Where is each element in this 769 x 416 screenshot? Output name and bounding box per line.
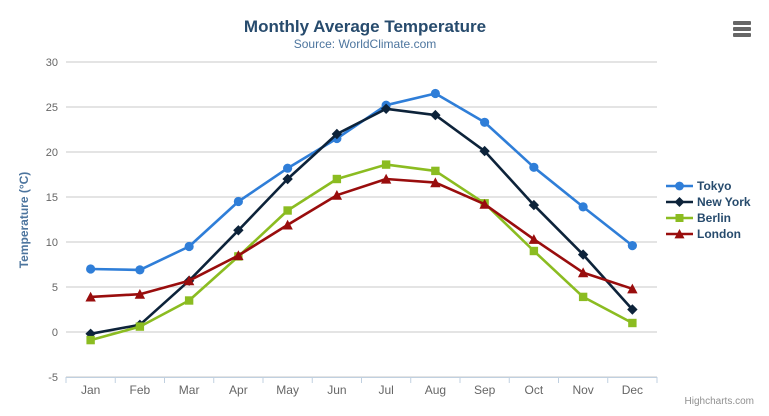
data-point-marker[interactable]: [282, 173, 293, 185]
x-tick-label: Jan: [81, 383, 100, 397]
data-point-marker[interactable]: [283, 163, 293, 173]
x-tick-label: Jul: [378, 383, 393, 397]
data-point-marker[interactable]: [577, 249, 589, 260]
credits-link[interactable]: Highcharts.com: [684, 396, 754, 407]
x-tick-label: Dec: [622, 383, 643, 397]
legend-item-berlin[interactable]: Berlin: [666, 210, 751, 226]
data-point-marker[interactable]: [430, 88, 440, 99]
y-tick-label: 5: [52, 282, 58, 294]
data-point-marker[interactable]: [86, 335, 95, 345]
data-point-marker[interactable]: [627, 241, 637, 251]
data-point-marker[interactable]: [332, 174, 342, 184]
data-point-marker[interactable]: [627, 304, 638, 315]
data-point-marker[interactable]: [529, 162, 539, 172]
data-point-marker[interactable]: [233, 250, 244, 261]
data-point-marker[interactable]: [431, 166, 440, 176]
series-london: [85, 173, 638, 302]
x-tick-label: Aug: [425, 383, 446, 397]
data-point-marker[interactable]: [529, 246, 539, 256]
chart-title: Monthly Average Temperature: [243, 17, 487, 36]
data-point-marker[interactable]: [528, 199, 540, 211]
series-line-berlin: [89, 163, 634, 342]
data-point-marker[interactable]: [674, 197, 685, 207]
legend-marker-diamond-icon: [666, 197, 693, 207]
data-point-marker[interactable]: [578, 292, 588, 302]
context-menu-button[interactable]: [730, 19, 754, 41]
x-tick-label: Jun: [327, 383, 346, 397]
data-point-marker[interactable]: [135, 322, 145, 331]
y-tick-label: 10: [46, 237, 58, 249]
y-tick-label: 0: [52, 327, 58, 339]
x-tick-label: Mar: [179, 383, 200, 397]
series-tokyo: [86, 88, 637, 275]
data-point-marker[interactable]: [331, 128, 343, 140]
legend-marker-circle-icon: [666, 181, 693, 191]
legend-label: London: [697, 227, 741, 241]
y-tick-label: 15: [46, 192, 58, 204]
data-point-marker[interactable]: [627, 283, 638, 294]
data-point-marker[interactable]: [675, 181, 684, 191]
gridlines: [66, 61, 657, 378]
data-point-marker[interactable]: [85, 291, 96, 302]
data-point-marker[interactable]: [135, 265, 145, 275]
y-tick-label: 20: [46, 147, 58, 159]
legend-item-new-york[interactable]: New York: [666, 194, 751, 210]
y-tick-label: 25: [46, 102, 58, 114]
legend-item-london[interactable]: London: [666, 226, 751, 242]
legend-item-tokyo[interactable]: Tokyo: [666, 178, 751, 194]
x-tick-label: Apr: [229, 383, 248, 397]
legend-label: New York: [697, 195, 751, 209]
data-point-marker[interactable]: [233, 225, 244, 236]
legend-marker-triangle-icon: [666, 229, 693, 239]
x-tick-label: May: [276, 383, 299, 397]
data-point-marker[interactable]: [183, 275, 195, 286]
x-tick-label: Oct: [525, 383, 544, 397]
data-point-marker[interactable]: [282, 219, 293, 230]
legend-label: Tokyo: [697, 179, 732, 193]
data-point-marker[interactable]: [184, 241, 194, 252]
hamburger-icon: [733, 21, 751, 37]
data-point-marker[interactable]: [283, 206, 292, 215]
x-axis-labels: Jan Feb Mar Apr May Jun Jul Aug Sep Oct Nov Dec: [81, 383, 643, 397]
x-tick-label: Nov: [572, 383, 593, 397]
series-line-new-york: [89, 107, 634, 336]
x-tick-label: Feb: [130, 383, 151, 397]
y-tick-label: 30: [46, 57, 58, 69]
data-point-marker[interactable]: [381, 160, 391, 169]
data-point-marker[interactable]: [430, 177, 441, 188]
data-point-marker[interactable]: [577, 267, 589, 278]
series-new-york: [85, 103, 638, 339]
data-point-marker[interactable]: [675, 214, 684, 222]
data-point-marker[interactable]: [233, 196, 243, 207]
legend-marker-square-icon: [666, 214, 693, 222]
data-point-marker[interactable]: [628, 318, 637, 328]
y-tick-label: -5: [48, 372, 58, 384]
legend: Tokyo New York Berlin London: [666, 178, 751, 242]
x-axis: [65, 377, 658, 383]
data-point-marker[interactable]: [380, 103, 392, 114]
data-point-marker[interactable]: [674, 229, 685, 239]
data-point-marker[interactable]: [578, 202, 588, 212]
data-point-marker[interactable]: [479, 199, 490, 209]
data-point-marker[interactable]: [380, 173, 392, 184]
chart-subtitle: Source: WorldClimate.com: [293, 37, 437, 51]
legend-label: Berlin: [697, 211, 732, 225]
series-line-london: [89, 177, 634, 299]
data-point-marker[interactable]: [331, 190, 343, 200]
data-point-marker[interactable]: [86, 264, 96, 274]
data-point-marker[interactable]: [479, 145, 490, 157]
data-point-marker[interactable]: [184, 296, 194, 305]
data-point-marker[interactable]: [134, 289, 146, 299]
data-point-marker[interactable]: [528, 234, 540, 244]
data-point-marker[interactable]: [430, 109, 441, 121]
x-tick-label: Sep: [474, 383, 496, 397]
y-axis-labels: -5 0 5 10 15 20 25 30: [46, 57, 58, 384]
data-point-marker[interactable]: [480, 117, 490, 127]
